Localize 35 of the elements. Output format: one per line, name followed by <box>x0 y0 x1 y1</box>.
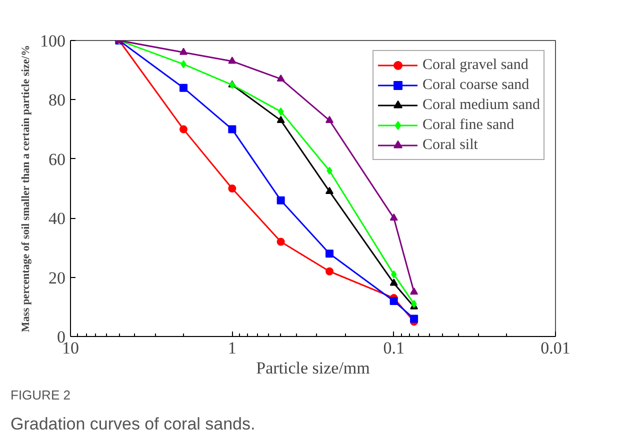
y-tick-label: 0 <box>57 328 66 346</box>
point <box>326 186 334 194</box>
y-axis-title: Mass percentage of soil smaller than a certain particle size/% <box>20 45 32 332</box>
text: Gradation curves of coral sands. <box>10 414 256 434</box>
legend-label: Coral fine sand <box>422 116 514 134</box>
point <box>180 84 188 92</box>
point <box>326 116 334 123</box>
legend-label: Coral gravel sand <box>422 56 528 74</box>
point <box>276 116 285 123</box>
point <box>326 267 334 276</box>
x-tick-label: 0.1 <box>383 338 404 358</box>
point <box>180 60 186 68</box>
point <box>276 238 285 246</box>
caption: FIGURE 2 <box>10 388 70 402</box>
y-tick-label: 60 <box>48 150 66 169</box>
x-axis-title: Particle size/mm <box>256 358 370 378</box>
point <box>278 108 284 116</box>
y-tick-label: 20 <box>48 268 66 288</box>
y-tick-label: 40 <box>48 209 66 228</box>
point <box>228 56 236 64</box>
legend-label: Coral coarse sand <box>422 76 530 94</box>
y-tick-label: 80 <box>48 90 66 110</box>
point <box>276 196 285 204</box>
legend-label: Coral medium sand <box>422 96 540 114</box>
x-tick-label: 1 <box>228 338 236 358</box>
point <box>180 125 188 134</box>
point <box>326 166 332 175</box>
legend-label: Coral silt <box>422 136 478 154</box>
point <box>180 48 188 55</box>
point <box>276 74 285 82</box>
y-tick-label: 100 <box>40 32 66 50</box>
point <box>228 184 236 192</box>
x-tick-label: 0.01 <box>540 338 570 358</box>
point <box>326 250 334 258</box>
point <box>228 125 236 134</box>
